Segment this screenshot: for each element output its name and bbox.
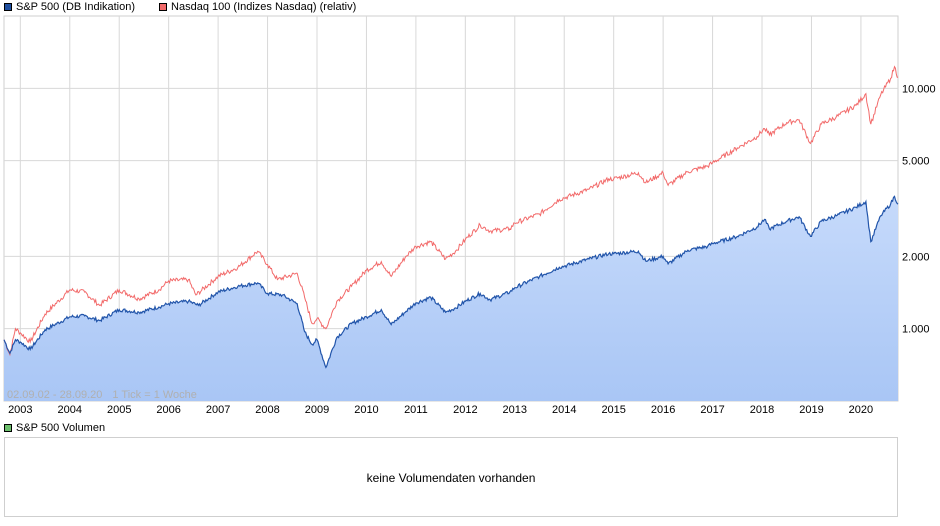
sp500-line xyxy=(3,195,899,369)
legend-label-nasdaq: Nasdaq 100 (Indizes Nasdaq) (relativ) xyxy=(171,1,357,13)
y-tick-label-2.000: 2.000 xyxy=(902,251,930,263)
x-tick-label-2010: 2010 xyxy=(354,404,378,416)
x-tick-label-2015: 2015 xyxy=(601,404,625,416)
x-tick-label-2017: 2017 xyxy=(700,404,724,416)
x-tick-label-2007: 2007 xyxy=(206,404,230,416)
x-tick-label-2004: 2004 xyxy=(58,404,82,416)
x-tick-label-2013: 2013 xyxy=(503,404,527,416)
nasdaq-swatch-icon xyxy=(159,3,168,11)
x-tick-label-2016: 2016 xyxy=(651,404,675,416)
x-tick-label-2011: 2011 xyxy=(404,404,428,416)
x-tick-label-2008: 2008 xyxy=(255,404,279,416)
date-range-text: 02.09.02 - 28.09.20 xyxy=(7,389,102,401)
x-tick-label-2009: 2009 xyxy=(305,404,329,416)
x-tick-label-2020: 2020 xyxy=(849,404,873,416)
legend-label-sp500: S&P 500 (DB Indikation) xyxy=(16,1,136,13)
volume-swatch-icon xyxy=(4,424,12,432)
y-tick-label-1.000: 1.000 xyxy=(902,324,930,336)
x-tick-label-2003: 2003 xyxy=(8,404,32,416)
x-tick-label-2019: 2019 xyxy=(799,404,823,416)
legend-label-volume: S&P 500 Volumen xyxy=(16,422,106,434)
x-tick-label-2018: 2018 xyxy=(750,404,774,416)
range-info: 02.09.02 - 28.09.20 1 Tick = 1 Woche xyxy=(7,389,197,401)
volume-legend: S&P 500 Volumen xyxy=(4,421,105,435)
x-tick-label-2005: 2005 xyxy=(107,404,131,416)
sp500-area xyxy=(4,196,898,401)
legend-item-sp500[interactable]: S&P 500 (DB Indikation) xyxy=(4,1,135,13)
y-tick-label-10.000: 10.000 xyxy=(902,83,936,95)
nasdaq-line xyxy=(3,65,899,357)
x-axis-ticks: 2003 2004 2005 2006 2007 2008 2009 2010 2011 2012… xyxy=(8,404,873,416)
no-volume-message: keine Volumendaten vorhanden xyxy=(366,471,536,485)
x-tick-label-2012: 2012 xyxy=(453,404,477,416)
x-tick-label-2014: 2014 xyxy=(552,404,576,416)
price-chart[interactable]: 02.09.02 - 28.09.20 1 Tick = 1 Woche 2003… xyxy=(0,0,940,420)
sp500-swatch-icon xyxy=(4,3,12,11)
y-axis-ticks: 1.000 2.000 5.000 10.000 xyxy=(902,83,936,335)
legend-item-nasdaq[interactable]: Nasdaq 100 (Indizes Nasdaq) (relativ) xyxy=(159,1,356,13)
y-tick-label-5.000: 5.000 xyxy=(902,156,930,168)
chart-legend: S&P 500 (DB Indikation) Nasdaq 100 (Indi… xyxy=(4,0,380,14)
volume-panel: keine Volumendaten vorhanden xyxy=(4,437,898,517)
x-tick-label-2006: 2006 xyxy=(156,404,180,416)
tick-info-text: 1 Tick = 1 Woche xyxy=(112,389,196,401)
